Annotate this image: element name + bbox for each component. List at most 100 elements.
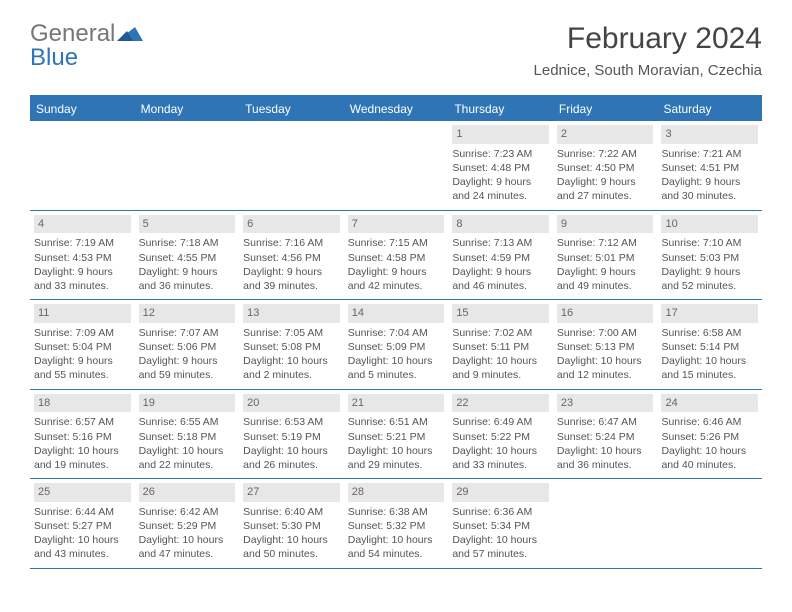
- sunset-line: Sunset: 4:56 PM: [243, 251, 340, 265]
- sunrise-line: Sunrise: 7:23 AM: [452, 147, 549, 161]
- sunset-line: Sunset: 5:04 PM: [34, 340, 131, 354]
- sunrise-line: Sunrise: 6:55 AM: [139, 415, 236, 429]
- calendar-week: 11Sunrise: 7:09 AMSunset: 5:04 PMDayligh…: [30, 300, 762, 390]
- day-cell: 6Sunrise: 7:16 AMSunset: 4:56 PMDaylight…: [239, 211, 344, 300]
- day-number: 22: [452, 394, 549, 413]
- sunrise-line: Sunrise: 6:53 AM: [243, 415, 340, 429]
- sunset-line: Sunset: 5:16 PM: [34, 430, 131, 444]
- day-number: 7: [348, 215, 445, 234]
- day-cell: [239, 121, 344, 210]
- calendar-grid: 1Sunrise: 7:23 AMSunset: 4:48 PMDaylight…: [30, 121, 762, 569]
- daylight-line: Daylight: 9 hours and 49 minutes.: [557, 265, 654, 293]
- sunrise-line: Sunrise: 6:57 AM: [34, 415, 131, 429]
- sunrise-line: Sunrise: 6:44 AM: [34, 505, 131, 519]
- sunset-line: Sunset: 5:34 PM: [452, 519, 549, 533]
- daylight-line: Daylight: 10 hours and 47 minutes.: [139, 533, 236, 561]
- logo-text-blue: Blue: [30, 44, 78, 71]
- daylight-line: Daylight: 9 hours and 39 minutes.: [243, 265, 340, 293]
- sunset-line: Sunset: 5:32 PM: [348, 519, 445, 533]
- sunset-line: Sunset: 5:21 PM: [348, 430, 445, 444]
- day-number: 14: [348, 304, 445, 323]
- day-cell: 11Sunrise: 7:09 AMSunset: 5:04 PMDayligh…: [30, 300, 135, 389]
- sunrise-line: Sunrise: 7:19 AM: [34, 236, 131, 250]
- sunrise-line: Sunrise: 7:04 AM: [348, 326, 445, 340]
- day-number: 26: [139, 483, 236, 502]
- day-cell: 27Sunrise: 6:40 AMSunset: 5:30 PMDayligh…: [239, 479, 344, 568]
- day-number: 25: [34, 483, 131, 502]
- day-number: 20: [243, 394, 340, 413]
- day-cell: [135, 121, 240, 210]
- location: Lednice, South Moravian, Czechia: [534, 62, 762, 79]
- sunrise-line: Sunrise: 6:47 AM: [557, 415, 654, 429]
- day-number: 17: [661, 304, 758, 323]
- day-cell: 15Sunrise: 7:02 AMSunset: 5:11 PMDayligh…: [448, 300, 553, 389]
- sunrise-line: Sunrise: 7:10 AM: [661, 236, 758, 250]
- sunset-line: Sunset: 5:22 PM: [452, 430, 549, 444]
- sunset-line: Sunset: 5:01 PM: [557, 251, 654, 265]
- daylight-line: Daylight: 9 hours and 33 minutes.: [34, 265, 131, 293]
- day-cell: 25Sunrise: 6:44 AMSunset: 5:27 PMDayligh…: [30, 479, 135, 568]
- day-number: 3: [661, 125, 758, 144]
- day-cell: 13Sunrise: 7:05 AMSunset: 5:08 PMDayligh…: [239, 300, 344, 389]
- day-number: 1: [452, 125, 549, 144]
- daylight-line: Daylight: 10 hours and 2 minutes.: [243, 354, 340, 382]
- daylight-line: Daylight: 10 hours and 29 minutes.: [348, 444, 445, 472]
- sunset-line: Sunset: 5:19 PM: [243, 430, 340, 444]
- sunrise-line: Sunrise: 7:16 AM: [243, 236, 340, 250]
- daylight-line: Daylight: 10 hours and 50 minutes.: [243, 533, 340, 561]
- sunrise-line: Sunrise: 6:38 AM: [348, 505, 445, 519]
- day-cell: 26Sunrise: 6:42 AMSunset: 5:29 PMDayligh…: [135, 479, 240, 568]
- calendar-week: 25Sunrise: 6:44 AMSunset: 5:27 PMDayligh…: [30, 479, 762, 569]
- sunset-line: Sunset: 5:11 PM: [452, 340, 549, 354]
- sunrise-line: Sunrise: 7:13 AM: [452, 236, 549, 250]
- month-title: February 2024: [534, 22, 762, 56]
- day-cell: 23 Sunrise: 6:47 AMSunset: 5:24 PMDayligh…: [553, 390, 658, 479]
- sunrise-line: Sunrise: 7:15 AM: [348, 236, 445, 250]
- weekday-header: Monday: [135, 97, 240, 121]
- weekday-header: Sunday: [30, 97, 135, 121]
- daylight-line: Daylight: 10 hours and 36 minutes.: [557, 444, 654, 472]
- day-number: 12: [139, 304, 236, 323]
- day-number: 24: [661, 394, 758, 413]
- sunset-line: Sunset: 5:26 PM: [661, 430, 758, 444]
- day-cell: 12 Sunrise: 7:07 AMSunset: 5:06 PMDayligh…: [135, 300, 240, 389]
- daylight-line: Daylight: 10 hours and 54 minutes.: [348, 533, 445, 561]
- sunrise-line: Sunrise: 7:21 AM: [661, 147, 758, 161]
- day-cell: 20 Sunrise: 6:53 AMSunset: 5:19 PMDayligh…: [239, 390, 344, 479]
- day-number: 23: [557, 394, 654, 413]
- weekday-header: Tuesday: [239, 97, 344, 121]
- sunset-line: Sunset: 5:30 PM: [243, 519, 340, 533]
- daylight-line: Daylight: 10 hours and 33 minutes.: [452, 444, 549, 472]
- day-cell: [553, 479, 658, 568]
- day-cell: 4Sunrise: 7:19 AMSunset: 4:53 PMDaylight…: [30, 211, 135, 300]
- daylight-line: Daylight: 10 hours and 40 minutes.: [661, 444, 758, 472]
- daylight-line: Daylight: 9 hours and 59 minutes.: [139, 354, 236, 382]
- daylight-line: Daylight: 10 hours and 26 minutes.: [243, 444, 340, 472]
- sunrise-line: Sunrise: 6:49 AM: [452, 415, 549, 429]
- sunset-line: Sunset: 5:06 PM: [139, 340, 236, 354]
- day-cell: 3Sunrise: 7:21 AMSunset: 4:51 PMDaylight…: [657, 121, 762, 210]
- day-cell: 5Sunrise: 7:18 AMSunset: 4:55 PMDaylight…: [135, 211, 240, 300]
- day-cell: 14Sunrise: 7:04 AMSunset: 5:09 PMDayligh…: [344, 300, 449, 389]
- day-number: 18: [34, 394, 131, 413]
- sunrise-line: Sunrise: 7:05 AM: [243, 326, 340, 340]
- daylight-line: Daylight: 9 hours and 52 minutes.: [661, 265, 758, 293]
- sunset-line: Sunset: 4:55 PM: [139, 251, 236, 265]
- sunset-line: Sunset: 5:24 PM: [557, 430, 654, 444]
- calendar-week: 1Sunrise: 7:23 AMSunset: 4:48 PMDaylight…: [30, 121, 762, 211]
- sunrise-line: Sunrise: 6:58 AM: [661, 326, 758, 340]
- sunset-line: Sunset: 5:29 PM: [139, 519, 236, 533]
- calendar-week: 18 Sunrise: 6:57 AMSunset: 5:16 PM Dayligh…: [30, 390, 762, 480]
- sunset-line: Sunset: 5:03 PM: [661, 251, 758, 265]
- daylight-line: Daylight: 9 hours and 30 minutes.: [661, 175, 758, 203]
- sunrise-line: Sunrise: 7:07 AM: [139, 326, 236, 340]
- weekday-header: Wednesday: [344, 97, 449, 121]
- sunrise-line: Sunrise: 6:36 AM: [452, 505, 549, 519]
- day-number: 27: [243, 483, 340, 502]
- logo-icon: [117, 22, 143, 46]
- day-cell: 16Sunrise: 7:00 AMSunset: 5:13 PMDayligh…: [553, 300, 658, 389]
- daylight-line: Daylight: 9 hours and 27 minutes.: [557, 175, 654, 203]
- sunset-line: Sunset: 4:59 PM: [452, 251, 549, 265]
- daylight-line: Daylight: 9 hours and 36 minutes.: [139, 265, 236, 293]
- day-cell: 10Sunrise: 7:10 AMSunset: 5:03 PMDayligh…: [657, 211, 762, 300]
